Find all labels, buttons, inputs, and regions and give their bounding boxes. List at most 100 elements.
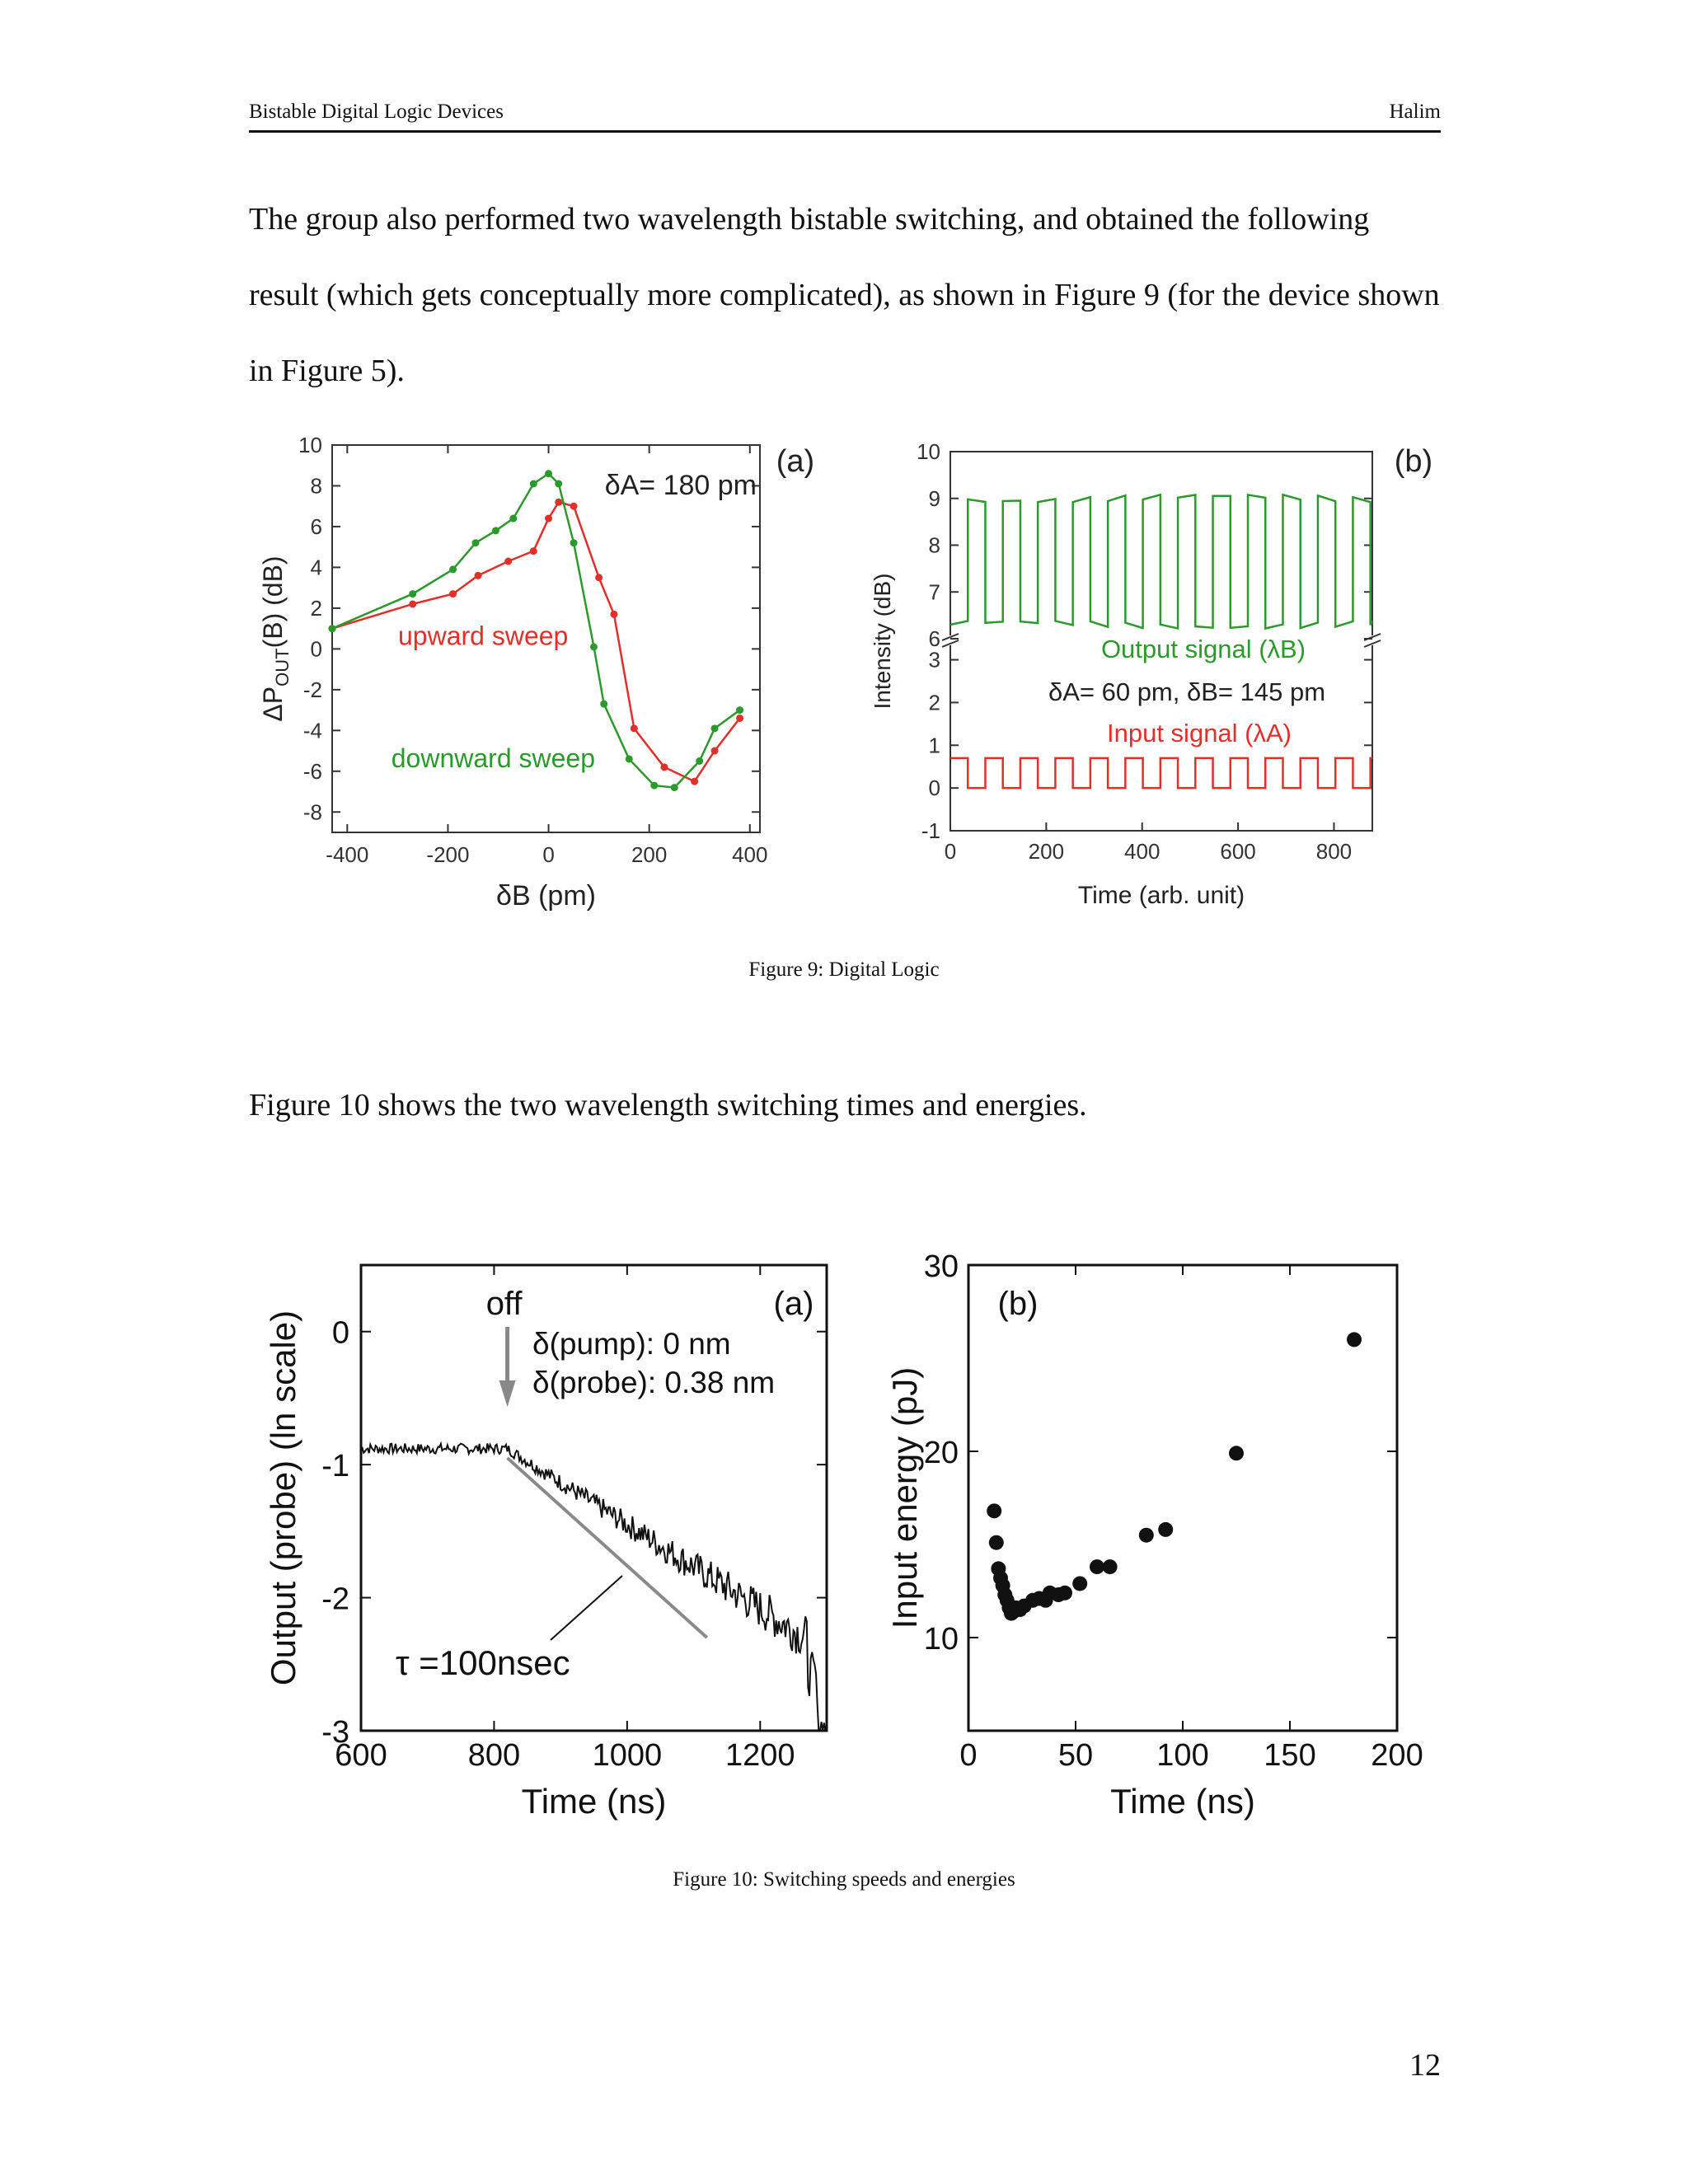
x-tick-label: 800 bbox=[1316, 839, 1352, 864]
series-label: downward sweep bbox=[392, 743, 595, 773]
x-tick-label: 400 bbox=[1124, 839, 1160, 864]
y-tick-label: -6 bbox=[303, 759, 322, 784]
x-tick-label: 1000 bbox=[593, 1738, 663, 1773]
data-point bbox=[570, 539, 578, 547]
x-tick-label: 0 bbox=[945, 839, 956, 864]
y-tick-label: 8 bbox=[311, 473, 322, 498]
data-point bbox=[409, 600, 417, 608]
data-point bbox=[691, 777, 699, 785]
data-point bbox=[570, 502, 578, 510]
y-tick-label: 8 bbox=[929, 533, 940, 558]
y-tick-label: 9 bbox=[929, 486, 940, 511]
delta-annotation: δA= 60 pm, δB= 145 pm bbox=[1048, 677, 1325, 706]
probe-detuning-annotation: δ(probe): 0.38 nm bbox=[532, 1366, 775, 1399]
y-tick-label: 4 bbox=[311, 555, 322, 579]
x-tick-label: -200 bbox=[426, 842, 469, 867]
data-point bbox=[529, 480, 537, 488]
y-tick-label: 10 bbox=[917, 439, 940, 464]
y-tick-label: 6 bbox=[311, 514, 322, 539]
input-signal-label: Input signal (λA) bbox=[1107, 719, 1292, 748]
y-tick-label: 0 bbox=[311, 636, 322, 661]
plot-frame bbox=[967, 1263, 1399, 1732]
data-point bbox=[600, 700, 608, 708]
data-point bbox=[474, 571, 482, 579]
paragraph-2: Figure 10 shows the two wavelength switc… bbox=[249, 1088, 1087, 1122]
off-label: off bbox=[486, 1286, 523, 1322]
y-tick-label: -2 bbox=[321, 1582, 349, 1617]
x-tick-label: 0 bbox=[542, 842, 554, 867]
output-signal-trace bbox=[950, 493, 1374, 630]
off-arrow-head bbox=[499, 1380, 516, 1407]
x-tick-label: 150 bbox=[1264, 1738, 1315, 1773]
y-axis-label: Input energy (pJ) bbox=[885, 1367, 924, 1629]
data-point bbox=[736, 714, 744, 722]
data-point bbox=[987, 1503, 1002, 1519]
output-signal-label: Output signal (λB) bbox=[1101, 635, 1306, 663]
tau-pointer-line bbox=[550, 1575, 623, 1641]
x-tick-label: 1200 bbox=[725, 1738, 795, 1773]
x-axis-label: Time (arb. unit) bbox=[1078, 882, 1245, 909]
data-point bbox=[491, 527, 499, 535]
paragraph-1: The group also performed two wavelength … bbox=[249, 202, 1440, 388]
x-axis-label: Time (ns) bbox=[522, 1782, 667, 1821]
y-axis-label: ΔPOUT(B) (dB) bbox=[258, 555, 293, 721]
data-point bbox=[630, 724, 638, 733]
y-axis-label: Output (probe) (ln scale) bbox=[264, 1310, 302, 1685]
data-point bbox=[650, 781, 659, 790]
x-tick-label: 0 bbox=[959, 1738, 977, 1773]
y-tick-label: 7 bbox=[929, 579, 940, 604]
y-tick-label: 10 bbox=[298, 433, 322, 457]
delta-a-annotation: δA= 180 pm bbox=[605, 470, 757, 501]
axis-break-mark bbox=[1363, 640, 1381, 648]
y-tick-label: 2 bbox=[311, 596, 322, 621]
data-point bbox=[595, 574, 603, 582]
axis-break-mark bbox=[941, 640, 959, 648]
y-tick-label: -4 bbox=[303, 718, 322, 743]
y-tick-label: 6 bbox=[929, 626, 940, 651]
downward-sweep-line bbox=[331, 472, 741, 789]
data-point bbox=[555, 498, 563, 506]
y-tick-label: 20 bbox=[924, 1436, 959, 1470]
header-author: Halim bbox=[1389, 101, 1442, 123]
x-tick-label: 800 bbox=[468, 1738, 520, 1773]
data-point bbox=[471, 539, 480, 547]
x-axis-label: δB (pm) bbox=[496, 880, 596, 912]
y-tick-label: -8 bbox=[303, 799, 322, 824]
data-point bbox=[409, 590, 417, 598]
data-point bbox=[1090, 1559, 1104, 1575]
axis-break-mark bbox=[941, 633, 959, 641]
y-tick-label: -1 bbox=[321, 1449, 349, 1483]
data-point bbox=[555, 480, 563, 488]
data-point bbox=[504, 557, 513, 565]
data-point bbox=[449, 590, 457, 598]
pump-detuning-annotation: δ(pump): 0 nm bbox=[532, 1327, 731, 1361]
data-point bbox=[660, 763, 668, 771]
data-point bbox=[1347, 1332, 1362, 1347]
x-tick-label: 400 bbox=[732, 842, 767, 867]
panel-label: (a) bbox=[776, 444, 814, 479]
data-point bbox=[736, 706, 744, 715]
panel-label: (b) bbox=[1395, 444, 1432, 479]
x-tick-label: 200 bbox=[631, 842, 667, 867]
data-point bbox=[1138, 1527, 1154, 1543]
data-point bbox=[1072, 1576, 1088, 1591]
input-signal-trace bbox=[950, 757, 1372, 790]
x-tick-label: 200 bbox=[1371, 1738, 1423, 1773]
x-tick-label: 100 bbox=[1156, 1738, 1208, 1773]
data-point bbox=[1229, 1446, 1244, 1461]
plot-frame bbox=[331, 444, 761, 833]
y-tick-label: -2 bbox=[303, 677, 322, 702]
header-title: Bistable Digital Logic Devices bbox=[249, 101, 504, 123]
x-tick-label: 600 bbox=[1220, 839, 1255, 864]
exponential-fit-line bbox=[506, 1456, 709, 1639]
y-tick-label: 3 bbox=[929, 648, 940, 673]
data-point bbox=[710, 747, 719, 755]
data-point bbox=[545, 514, 553, 523]
series-label: upward sweep bbox=[398, 621, 568, 650]
data-point bbox=[590, 643, 598, 651]
data-point bbox=[1057, 1585, 1072, 1601]
panel-label: (b) bbox=[998, 1286, 1039, 1322]
y-axis-label: Intensity (dB) bbox=[870, 574, 895, 710]
figure-10a-chart: 600 800 1000 1200 0 -1 -2 -3 off (a) δ(pump): 0 nm… bbox=[264, 1263, 828, 1821]
